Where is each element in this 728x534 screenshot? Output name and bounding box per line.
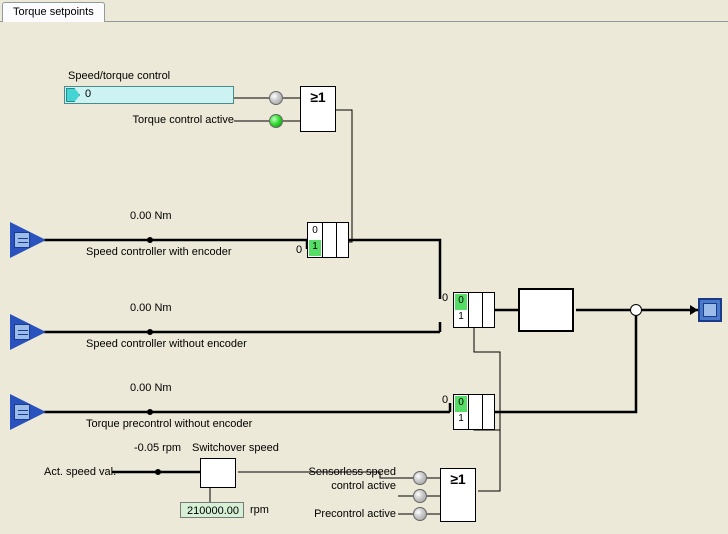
label-switchover-speed: Switchover speed — [192, 442, 279, 454]
limiter-block[interactable] — [518, 288, 574, 332]
or-gate-top — [300, 86, 336, 132]
switch-precontrol-digits: 01 — [455, 396, 467, 428]
sink-block[interactable] — [698, 298, 722, 322]
label-ch3: Torque precontrol without encoder — [86, 418, 252, 430]
label-ch2: Speed controller without encoder — [86, 338, 247, 350]
summing-junction — [630, 304, 642, 316]
label-precontrol-active: Precontrol active — [300, 508, 396, 520]
source-box-ch3 — [14, 404, 30, 420]
led-or2-1 — [413, 471, 427, 485]
bico-value: 0 — [85, 88, 91, 100]
switch-encoder-ctrl-0: 0 — [296, 244, 302, 256]
bico-flag-icon — [66, 88, 80, 102]
source-box-ch1 — [14, 232, 30, 248]
label-torque-control-active: Torque control active — [108, 114, 234, 126]
led-speed-torque — [269, 91, 283, 105]
switch-mux[interactable]: 01 — [453, 292, 495, 328]
label-speed-torque-control: Speed/torque control — [68, 70, 170, 82]
label-switchover-unit: rpm — [250, 504, 269, 516]
value-switchover-speed: -0.05 rpm — [134, 442, 181, 454]
switch-mux-digits: 01 — [455, 294, 467, 326]
label-ch1: Speed controller with encoder — [86, 246, 232, 258]
label-actual-speed: Act. speed val. — [44, 466, 116, 478]
switch-encoder[interactable]: 01 — [307, 222, 349, 258]
led-or2-2 — [413, 489, 427, 503]
switch-mux-ctrl-0: 0 — [442, 292, 448, 304]
value-ch1: 0.00 Nm — [130, 210, 172, 222]
hysteresis-block[interactable] — [200, 458, 236, 488]
sink-block-inner-icon — [703, 303, 717, 317]
or-gate-bottom — [440, 468, 476, 522]
value-ch2: 0.00 Nm — [130, 302, 172, 314]
label-sensorless-2: control active — [300, 480, 396, 492]
switch-precontrol-ctrl-0: 0 — [442, 394, 448, 406]
switch-precontrol[interactable]: 01 — [453, 394, 495, 430]
led-or2-3 — [413, 507, 427, 521]
value-ch3: 0.00 Nm — [130, 382, 172, 394]
input-switchover-value[interactable]: 210000.00 — [180, 502, 244, 518]
label-sensorless-1: Sensorless speed — [300, 466, 396, 478]
switch-encoder-digits: 01 — [309, 224, 321, 256]
tab-torque-setpoints[interactable]: Torque setpoints — [2, 2, 105, 22]
tab-bar: Torque setpoints — [0, 0, 728, 22]
led-torque-active — [269, 114, 283, 128]
bico-speed-torque[interactable]: 0 — [64, 86, 234, 104]
diagram-canvas: 0 Speed/torque control 0 Torque control … — [0, 22, 728, 534]
source-box-ch2 — [14, 324, 30, 340]
